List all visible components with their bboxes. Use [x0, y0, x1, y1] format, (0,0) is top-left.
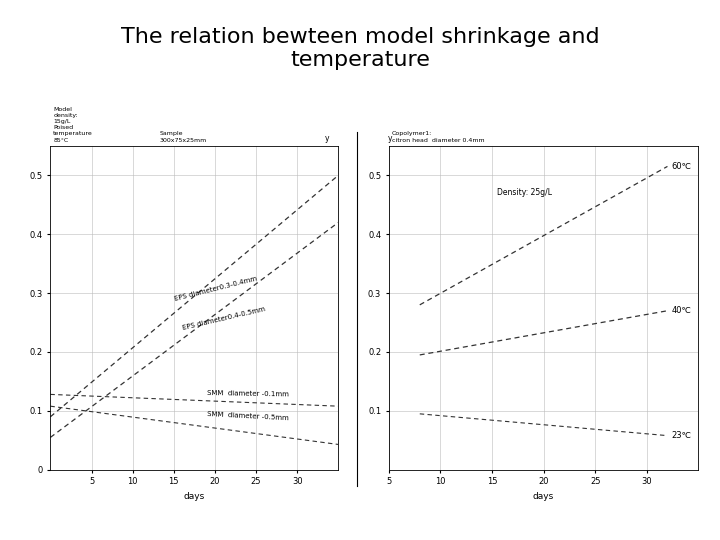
Text: Copolymer1:
citron head  diameter 0.4mm: Copolymer1: citron head diameter 0.4mm: [392, 131, 485, 143]
X-axis label: days: days: [184, 492, 205, 501]
Text: 60℃: 60℃: [672, 162, 692, 171]
Text: SMM  diameter -0.5mm: SMM diameter -0.5mm: [207, 410, 289, 421]
Text: Sample
300x75x25mm: Sample 300x75x25mm: [160, 131, 207, 143]
X-axis label: days: days: [533, 492, 554, 501]
Text: EPS diameter0.3-0.4mm: EPS diameter0.3-0.4mm: [174, 275, 258, 302]
Text: 23℃: 23℃: [672, 431, 692, 440]
Text: Model
density:
15g/L
Poised
temperature
85°C: Model density: 15g/L Poised temperature …: [53, 106, 93, 143]
Text: y: y: [325, 133, 330, 143]
Text: 40℃: 40℃: [672, 306, 691, 315]
Text: y: y: [387, 133, 392, 143]
Text: SMM  diameter -0.1mm: SMM diameter -0.1mm: [207, 390, 289, 397]
Text: Density: 25g/L: Density: 25g/L: [497, 188, 552, 197]
Text: EPS diameter0.4-0.5mm: EPS diameter0.4-0.5mm: [182, 306, 266, 332]
Text: The relation bewteen model shrinkage and
temperature: The relation bewteen model shrinkage and…: [121, 27, 599, 70]
